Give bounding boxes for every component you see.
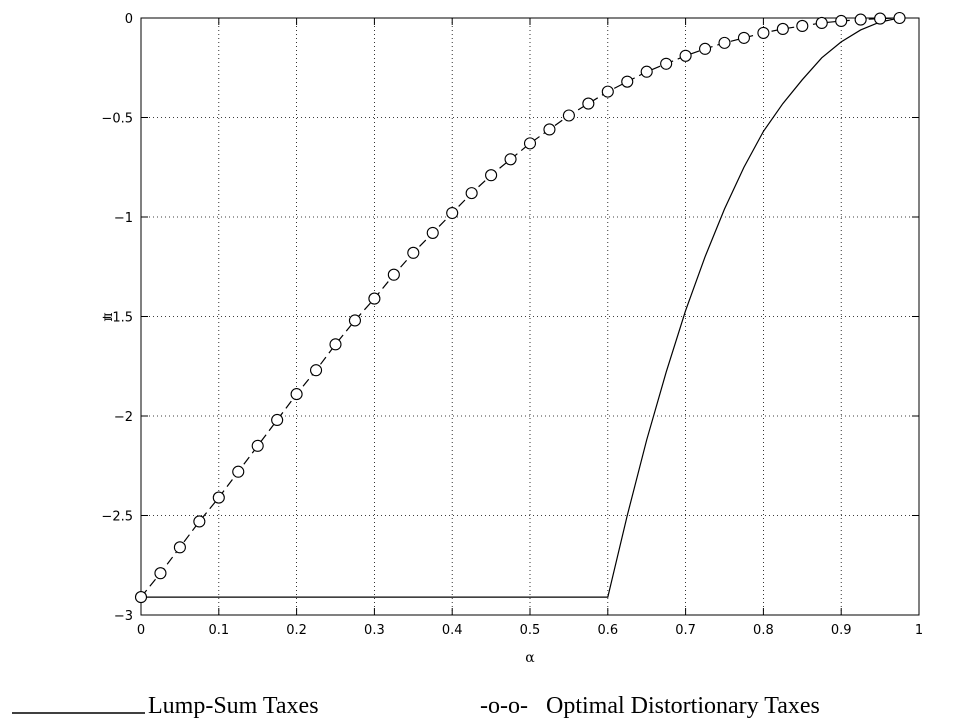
data-point-distortionary xyxy=(698,42,712,55)
y-tick-label: −1.5 xyxy=(101,311,133,326)
data-point-distortionary xyxy=(387,268,400,281)
data-point-distortionary xyxy=(446,206,459,220)
y-tick-label: −1 xyxy=(114,211,133,226)
y-tick-label: −0.5 xyxy=(101,112,133,127)
legend-distortionary-marker: -o-o- xyxy=(480,693,528,719)
y-tick-labels: 0 −0.5 −1 −1.5 −2 −2.5 −3 xyxy=(101,12,133,624)
x-tick-label: 0.8 xyxy=(753,623,774,638)
data-point-distortionary xyxy=(621,75,634,88)
x-tick-labels: 0 0.1 0.2 0.3 0.4 0.5 0.6 0.7 0.8 0.9 1 xyxy=(137,623,923,638)
data-point-distortionary xyxy=(601,85,614,98)
x-tick-label: 0.2 xyxy=(286,623,307,638)
legend-distortionary-label: Optimal Distortionary Taxes xyxy=(546,693,820,719)
data-point-distortionary xyxy=(407,246,420,259)
x-tick-label: 0.1 xyxy=(208,623,229,638)
legend: Lump-Sum Taxes -o-o- Optimal Distortiona… xyxy=(12,693,820,719)
data-point-distortionary xyxy=(874,12,887,25)
data-point-distortionary xyxy=(640,65,653,78)
series-layer xyxy=(134,11,906,604)
data-point-distortionary xyxy=(173,541,186,554)
data-point-distortionary xyxy=(290,388,303,401)
series-line-distortionary xyxy=(140,17,900,598)
x-tick-label: 0.4 xyxy=(442,623,463,638)
data-point-distortionary xyxy=(679,49,692,62)
series-line-lump-sum xyxy=(141,17,900,598)
x-tick-label: 0.6 xyxy=(597,623,618,638)
y-tick-label: −2 xyxy=(114,410,133,425)
x-axis-label: α xyxy=(525,650,535,666)
data-point-distortionary xyxy=(523,137,537,150)
data-point-distortionary xyxy=(815,16,828,30)
x-tick-label: 0.7 xyxy=(675,623,696,638)
data-point-distortionary xyxy=(796,19,809,33)
data-point-distortionary xyxy=(426,226,439,239)
data-point-distortionary xyxy=(543,123,556,136)
data-point-distortionary xyxy=(212,491,225,504)
data-point-distortionary xyxy=(271,413,284,427)
y-tick-label: −2.5 xyxy=(101,510,133,525)
data-point-distortionary xyxy=(485,169,498,182)
data-point-distortionary xyxy=(232,465,245,478)
y-tick-label: −3 xyxy=(114,609,133,624)
x-tick-label: 0.9 xyxy=(831,623,852,638)
data-point-distortionary xyxy=(562,109,575,122)
data-point-distortionary xyxy=(893,11,906,25)
data-point-distortionary xyxy=(348,314,362,327)
data-point-distortionary xyxy=(154,567,167,580)
data-point-distortionary xyxy=(134,591,148,604)
x-tick-label: 0 xyxy=(137,623,145,638)
data-point-distortionary xyxy=(329,338,342,351)
x-tick-label: 0.5 xyxy=(520,623,541,638)
data-point-distortionary xyxy=(660,57,673,70)
x-tick-label: 0.3 xyxy=(364,623,385,638)
data-point-distortionary xyxy=(757,26,770,39)
data-point-distortionary xyxy=(854,13,867,26)
data-point-distortionary xyxy=(368,292,381,305)
y-axis-label: π xyxy=(100,312,116,321)
legend-lump-sum-label: Lump-Sum Taxes xyxy=(148,693,319,719)
data-point-distortionary xyxy=(737,31,751,44)
data-point-distortionary xyxy=(193,515,206,528)
data-point-distortionary xyxy=(582,97,595,110)
grid-lines xyxy=(141,18,919,615)
data-point-distortionary xyxy=(718,36,731,49)
data-point-distortionary xyxy=(835,14,848,28)
data-point-distortionary xyxy=(504,153,517,166)
data-point-distortionary xyxy=(251,439,264,452)
data-point-distortionary xyxy=(465,187,478,200)
data-point-distortionary xyxy=(776,22,789,35)
data-point-distortionary xyxy=(309,364,323,377)
y-tick-label: 0 xyxy=(125,12,133,27)
x-tick-label: 1 xyxy=(915,623,923,638)
